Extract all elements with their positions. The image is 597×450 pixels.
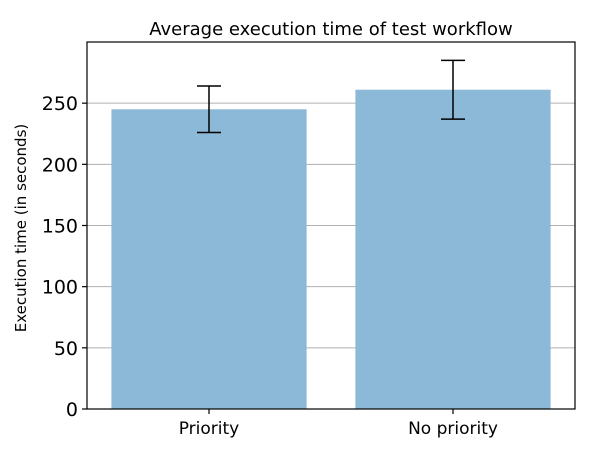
error-bar-priority [197, 85, 221, 134]
bar-no-priority [355, 89, 551, 410]
bars [111, 89, 551, 410]
y-tick-label-250: 250 [42, 93, 78, 115]
y-tick-label-50: 50 [54, 338, 78, 360]
error-bar-no-priority [441, 59, 465, 120]
y-tick-label-0: 0 [66, 399, 78, 421]
error-bars [197, 59, 465, 134]
x-tick-label-no-priority: No priority [408, 419, 498, 439]
bar-priority [111, 109, 307, 410]
y-axis-ticks: 0 50 100 150 200 250 [42, 93, 87, 421]
y-tick-label-100: 100 [42, 277, 78, 299]
y-axis-label: Execution time (in seconds) [12, 124, 30, 333]
x-axis-ticks: Priority No priority [179, 409, 498, 439]
x-tick-label-priority: Priority [179, 419, 240, 439]
y-tick-label-200: 200 [42, 154, 78, 176]
chart-title: Average execution time of test workflow [149, 19, 512, 40]
y-tick-label-150: 150 [42, 216, 78, 238]
